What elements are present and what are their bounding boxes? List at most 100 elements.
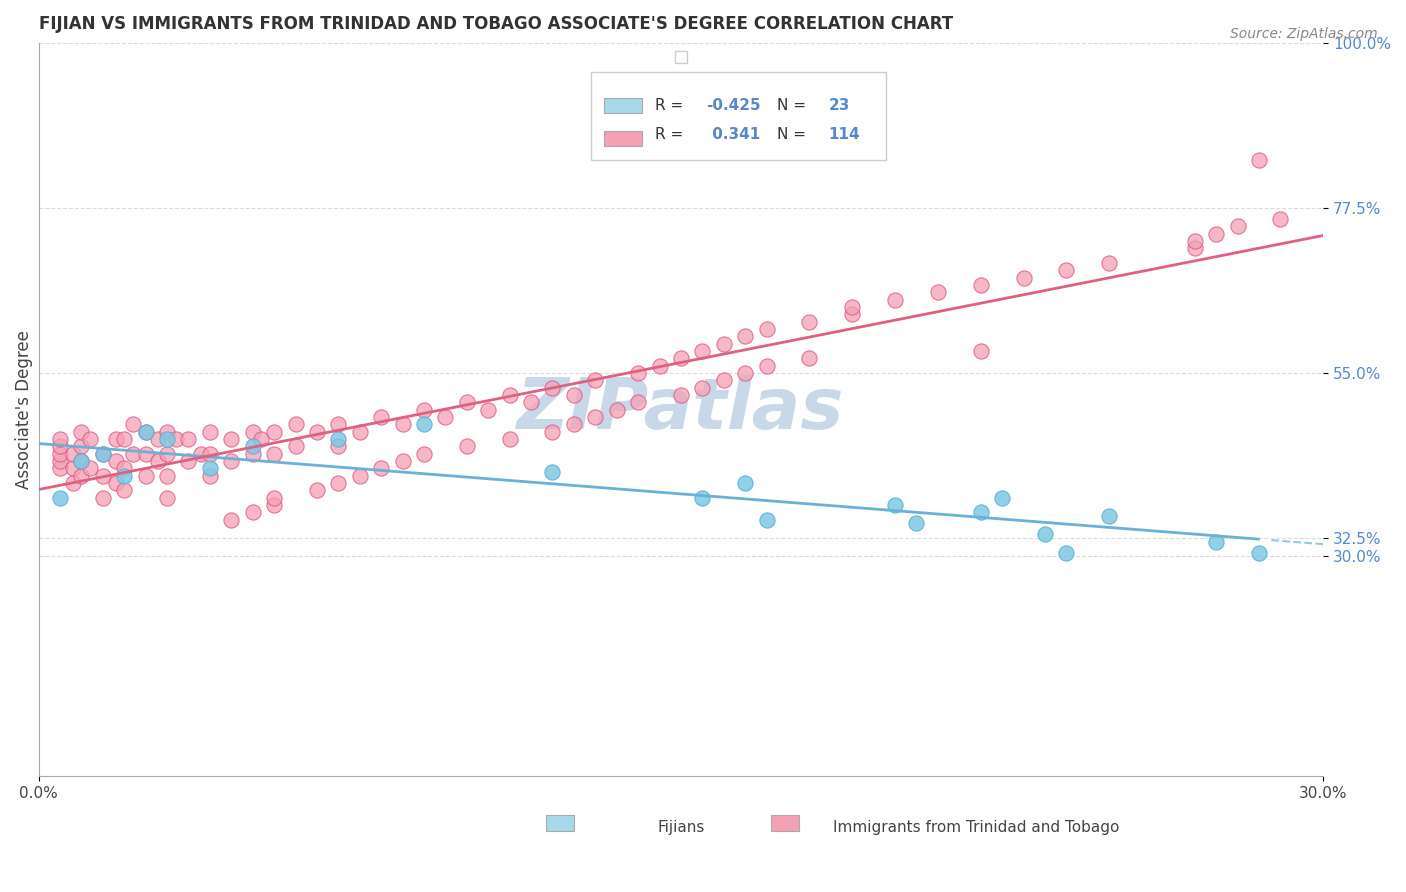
Point	[112, 468, 135, 483]
Point	[70, 425, 93, 439]
Point	[755, 322, 778, 336]
Text: FIJIAN VS IMMIGRANTS FROM TRINIDAD AND TOBAGO ASSOCIATE'S DEGREE CORRELATION CHA: FIJIAN VS IMMIGRANTS FROM TRINIDAD AND T…	[38, 15, 953, 33]
Bar	[603, 98, 643, 112]
Point	[49, 491, 72, 505]
Point	[1247, 545, 1270, 559]
Text: 23: 23	[828, 98, 851, 113]
Point	[165, 432, 187, 446]
Point	[104, 432, 127, 446]
Point	[541, 465, 564, 479]
Point	[884, 498, 907, 512]
Point	[62, 475, 84, 490]
Text: 114: 114	[828, 128, 860, 142]
Text: 0.341: 0.341	[707, 128, 759, 142]
Point	[49, 432, 72, 446]
Point	[583, 409, 606, 424]
Legend: 	[675, 51, 688, 62]
Point	[520, 395, 543, 409]
Point	[49, 446, 72, 460]
Point	[91, 491, 114, 505]
Point	[79, 432, 101, 446]
Point	[841, 307, 863, 321]
Text: Fijians: Fijians	[657, 820, 704, 835]
Point	[198, 425, 221, 439]
Point	[263, 446, 285, 460]
Point	[1098, 508, 1121, 523]
Text: Immigrants from Trinidad and Tobago: Immigrants from Trinidad and Tobago	[834, 820, 1119, 835]
Point	[263, 498, 285, 512]
Point	[755, 359, 778, 373]
Point	[49, 461, 72, 475]
Point	[734, 366, 756, 380]
Point	[242, 505, 264, 519]
Point	[477, 402, 499, 417]
Point	[148, 432, 170, 446]
Point	[156, 432, 179, 446]
Point	[121, 446, 143, 460]
Point	[104, 454, 127, 468]
Point	[70, 454, 93, 468]
Point	[305, 483, 328, 498]
Point	[799, 314, 821, 328]
Point	[242, 439, 264, 453]
Point	[177, 432, 200, 446]
Point	[370, 461, 392, 475]
Point	[391, 417, 413, 432]
Text: N =: N =	[778, 128, 811, 142]
Point	[148, 454, 170, 468]
Point	[284, 417, 307, 432]
Point	[190, 446, 212, 460]
Point	[49, 439, 72, 453]
Point	[1012, 270, 1035, 285]
Point	[713, 373, 735, 387]
Point	[135, 425, 157, 439]
Point	[734, 475, 756, 490]
Point	[541, 425, 564, 439]
Text: R =: R =	[655, 128, 689, 142]
Point	[541, 380, 564, 394]
Point	[242, 425, 264, 439]
Bar	[770, 815, 799, 831]
Point	[562, 417, 585, 432]
Point	[456, 439, 478, 453]
Point	[627, 366, 650, 380]
Point	[498, 432, 520, 446]
Point	[606, 402, 628, 417]
Point	[91, 468, 114, 483]
Point	[713, 336, 735, 351]
Point	[370, 409, 392, 424]
Text: ZIPatlas: ZIPatlas	[517, 375, 845, 444]
Point	[1054, 545, 1077, 559]
Point	[349, 425, 371, 439]
Point	[1184, 234, 1206, 248]
Point	[1184, 241, 1206, 255]
Point	[627, 395, 650, 409]
Point	[1226, 219, 1249, 234]
Point	[328, 475, 350, 490]
Point	[79, 461, 101, 475]
Point	[1247, 153, 1270, 168]
Point	[1098, 256, 1121, 270]
Point	[121, 417, 143, 432]
Point	[1205, 534, 1227, 549]
Point	[284, 439, 307, 453]
Text: N =: N =	[778, 98, 811, 113]
Point	[112, 432, 135, 446]
Point	[263, 425, 285, 439]
Bar	[591, 72, 886, 161]
Point	[49, 454, 72, 468]
Point	[648, 359, 671, 373]
Point	[692, 343, 714, 358]
Point	[905, 516, 928, 531]
Point	[734, 329, 756, 343]
Point	[112, 461, 135, 475]
Point	[156, 425, 179, 439]
Point	[156, 491, 179, 505]
Point	[219, 432, 242, 446]
Point	[219, 512, 242, 526]
Point	[498, 388, 520, 402]
Point	[70, 454, 93, 468]
Point	[799, 351, 821, 366]
Point	[349, 468, 371, 483]
Y-axis label: Associate's Degree: Associate's Degree	[15, 330, 32, 489]
